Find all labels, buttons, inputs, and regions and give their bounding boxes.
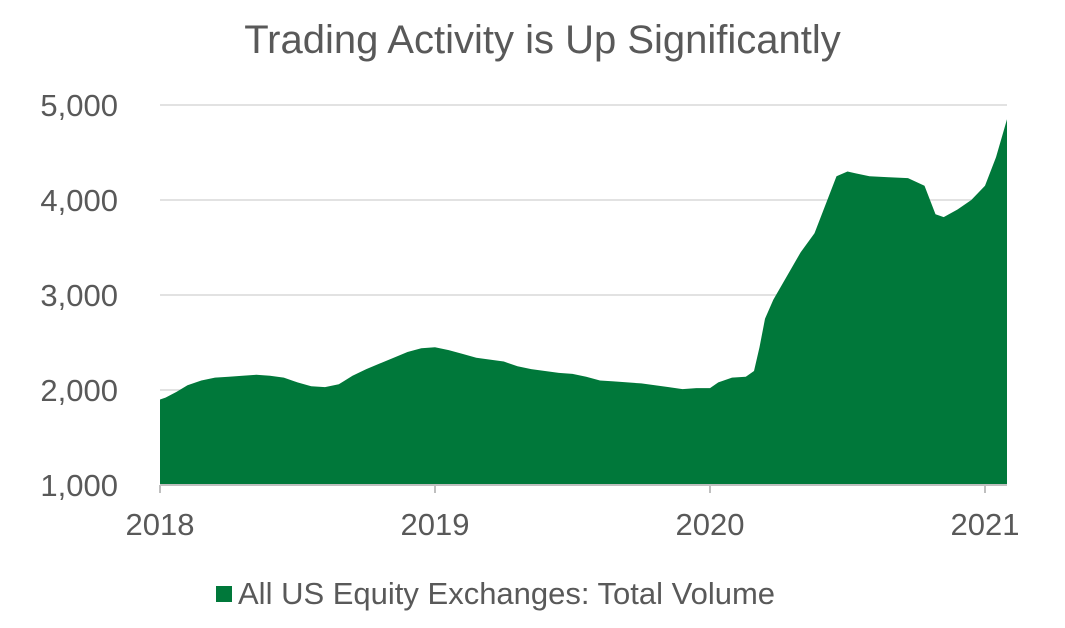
y-tick-label: 3,000 — [40, 278, 118, 313]
x-tick-label: 2018 — [126, 507, 195, 542]
y-tick-label: 5,000 — [40, 88, 118, 123]
x-tick-label: 2019 — [401, 507, 470, 542]
x-axis-ticks: 2018 2019 2020 2021 — [126, 507, 1020, 542]
area-fill — [160, 119, 1007, 486]
y-tick-label: 1,000 — [40, 468, 118, 503]
x-tick-label: 2020 — [676, 507, 745, 542]
y-tick-label: 2,000 — [40, 373, 118, 408]
axes — [159, 484, 1007, 493]
area-series — [160, 119, 1007, 486]
y-tick-label: 4,000 — [40, 183, 118, 218]
chart-title: Trading Activity is Up Significantly — [244, 18, 841, 62]
y-axis-ticks: 1,000 2,000 3,000 4,000 5,000 — [40, 88, 118, 503]
legend: All US Equity Exchanges: Total Volume — [216, 574, 775, 614]
legend-label: All US Equity Exchanges: Total Volume — [238, 576, 776, 611]
x-tick-label: 2021 — [951, 507, 1020, 542]
legend-swatch-icon — [216, 586, 232, 602]
